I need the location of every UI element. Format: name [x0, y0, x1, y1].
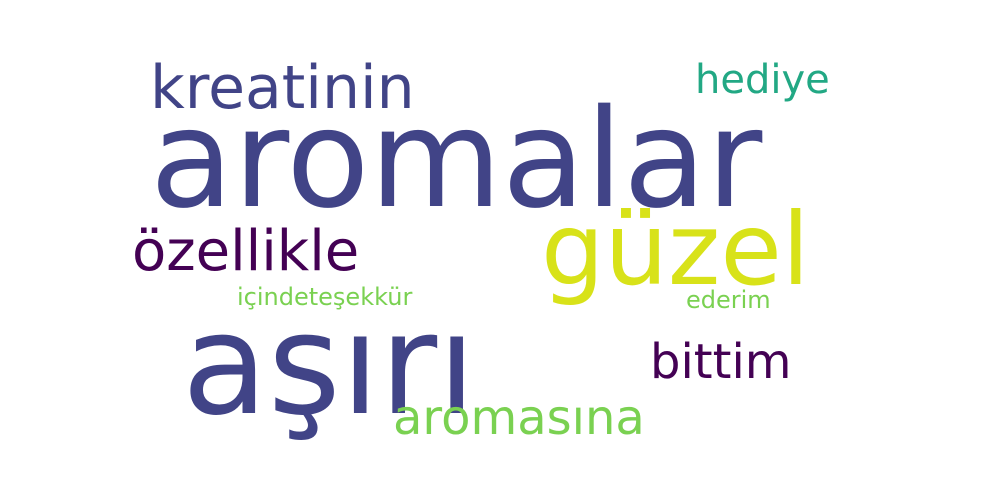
word-bittim: bittim — [650, 334, 792, 390]
word-kreatinin: kreatinin — [150, 53, 415, 123]
word-guzel: güzel — [541, 191, 810, 308]
word-ederim: ederim — [686, 286, 771, 314]
word-icindetesekkur: içindeteşekkür — [237, 283, 413, 311]
word-ozellikle: özellikle — [132, 219, 360, 284]
word-hediye: hediye — [695, 57, 830, 103]
word-aromalar: aromalar — [150, 81, 763, 239]
word-aromasina: aromasına — [393, 390, 645, 446]
word-asiri: aşırı — [182, 284, 477, 447]
